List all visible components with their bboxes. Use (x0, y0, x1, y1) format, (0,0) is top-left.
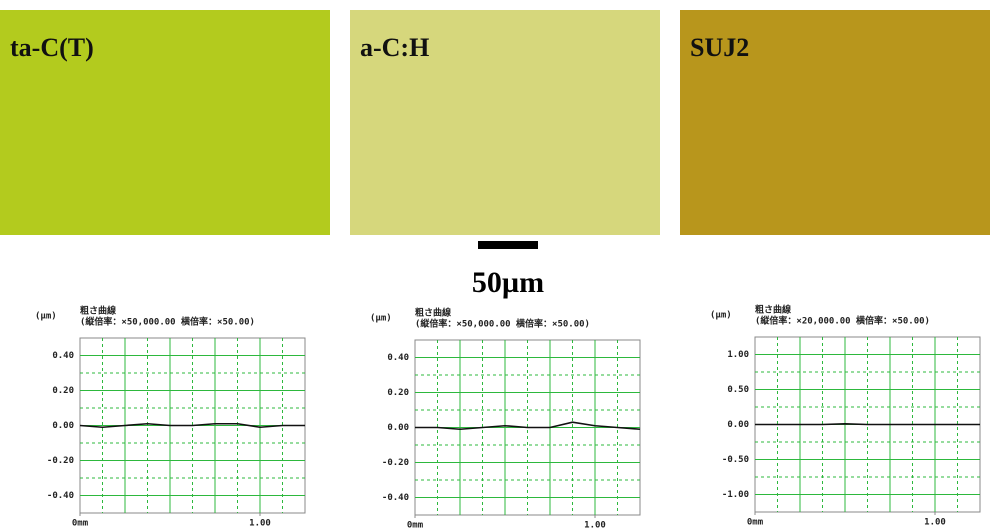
y-axis-label: (µm) (370, 314, 392, 324)
y-tick-label: -0.50 (722, 455, 749, 465)
y-tick-label: -0.20 (382, 458, 409, 468)
y-tick-label: 0.40 (387, 353, 409, 363)
y-tick-label: 0.20 (52, 386, 74, 396)
x-tick-label: 0mm (72, 519, 89, 528)
profile-line (755, 424, 980, 425)
x-tick-label: 1.00 (584, 521, 606, 528)
x-tick-label: 0mm (407, 521, 424, 528)
y-tick-label: 0.00 (727, 420, 749, 430)
scale-label: 50µm (472, 266, 544, 299)
y-tick-label: 0.40 (52, 351, 74, 361)
panel-label: SUJ2 (690, 33, 749, 62)
y-tick-label: -0.20 (47, 456, 74, 466)
y-tick-label: 0.00 (52, 421, 74, 431)
y-tick-label: 0.50 (727, 385, 749, 395)
chart-title: 粗さ曲線 (80, 305, 116, 317)
chart-subtitle: (縦倍率：×50,000.00 横倍率：×50.00) (415, 318, 590, 330)
x-tick-label: 0mm (747, 518, 764, 528)
scale-bar (478, 241, 538, 249)
y-tick-label: 0.00 (387, 423, 409, 433)
figure: 50µm ta-C(T)a-C:HSUJ2(µm)粗さ曲線(縦倍率：×50,00… (0, 0, 990, 528)
y-tick-label: -0.40 (382, 493, 409, 503)
y-axis-label: (µm) (710, 311, 732, 321)
y-axis-label: (µm) (35, 312, 57, 322)
x-tick-label: 1.00 (249, 519, 271, 528)
chart-subtitle: (縦倍率：×20,000.00 横倍率：×50.00) (755, 315, 930, 327)
y-tick-label: 1.00 (727, 350, 749, 360)
chart-title: 粗さ曲線 (415, 307, 451, 319)
y-tick-label: 0.20 (387, 388, 409, 398)
y-tick-label: -1.00 (722, 490, 749, 500)
panel-label: a-C:H (360, 33, 429, 62)
y-tick-label: -0.40 (47, 491, 74, 501)
x-tick-label: 1.00 (924, 518, 946, 528)
chart-subtitle: (縦倍率：×50,000.00 横倍率：×50.00) (80, 316, 255, 328)
chart-title: 粗さ曲線 (755, 304, 791, 316)
panel-label: ta-C(T) (10, 33, 94, 62)
